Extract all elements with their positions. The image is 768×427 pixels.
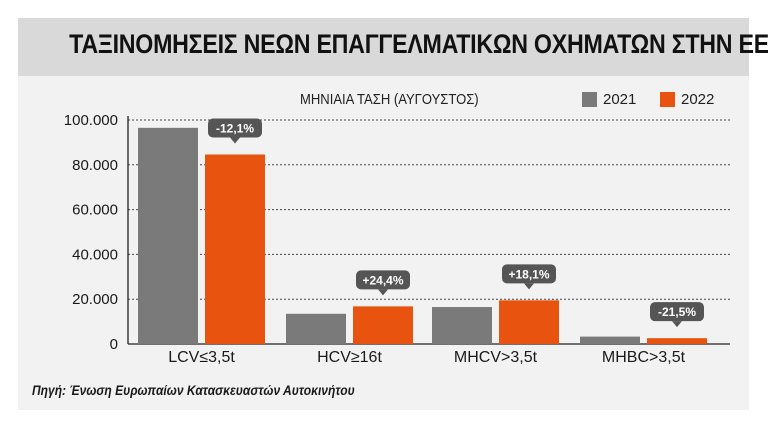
y-tick-label: 20.000 — [72, 291, 118, 308]
bar-2021 — [580, 336, 640, 344]
y-tick-label: 40.000 — [72, 246, 118, 263]
change-callout — [502, 264, 556, 284]
change-callout — [208, 118, 262, 138]
bar-2022 — [647, 338, 707, 344]
change-label: +18,1% — [508, 267, 549, 281]
bar-2021 — [286, 313, 346, 344]
callout-pointer — [524, 283, 534, 290]
y-tick-label: 0 — [110, 336, 118, 353]
x-category-label: MHCV>3,5t — [454, 349, 538, 366]
callout-pointer — [230, 137, 240, 144]
bar-2022 — [353, 306, 413, 344]
x-category-label: HCV≥16t — [317, 349, 382, 366]
legend-item-2021: 2021 — [582, 91, 636, 108]
bar-2022 — [205, 154, 265, 344]
x-category-label: LCV≤3,5t — [168, 349, 235, 366]
legend-label-2022: 2022 — [681, 91, 715, 108]
legend-item-2022: 2022 — [660, 91, 714, 108]
source-note: Πηγή: Ένωση Ευρωπαίων Κατασκευαστών Αυτο… — [32, 382, 355, 398]
title-bar: ΤΑΞΙΝΟΜΗΣΕΙΣ ΝΕΩΝ ΕΠΑΓΓΕΛΜΑΤΙΚΩΝ ΟΧΗΜΑΤΩ… — [18, 18, 768, 76]
change-callout — [650, 302, 704, 322]
bar-2021 — [138, 127, 198, 344]
bar-2022 — [499, 300, 559, 344]
change-callout — [356, 270, 410, 290]
y-tick-label: 60.000 — [72, 202, 118, 219]
x-category-label: MHBC>3,5t — [602, 349, 686, 366]
callout-pointer — [378, 289, 388, 296]
y-tick-label: 100.000 — [64, 112, 118, 129]
chart-subtitle: ΜΗΝΙΑΙΑ ΤΑΣΗ (ΑΥΓΟΥΣΤΟΣ) — [300, 92, 479, 108]
change-label: -21,5% — [658, 305, 696, 319]
y-tick-label: 80.000 — [72, 157, 118, 174]
chart-title: ΤΑΞΙΝΟΜΗΣΕΙΣ ΝΕΩΝ ΕΠΑΓΓΕΛΜΑΤΙΚΩΝ ΟΧΗΜΑΤΩ… — [69, 29, 768, 59]
legend-swatch-2022 — [660, 92, 675, 107]
change-label: +24,4% — [362, 273, 403, 287]
legend-swatch-2021 — [582, 92, 597, 107]
change-label: -12,1% — [216, 121, 254, 135]
bar-2021 — [432, 307, 492, 344]
legend-label-2021: 2021 — [603, 91, 637, 108]
callout-pointer — [672, 321, 682, 328]
